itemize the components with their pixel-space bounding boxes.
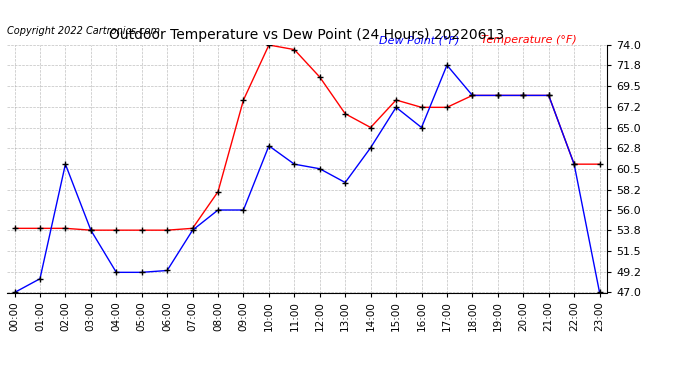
Text: Dew Point (°F): Dew Point (°F) [379, 35, 460, 45]
Title: Outdoor Temperature vs Dew Point (24 Hours) 20220613: Outdoor Temperature vs Dew Point (24 Hou… [110, 28, 504, 42]
Text: Copyright 2022 Cartronics.com: Copyright 2022 Cartronics.com [7, 26, 160, 36]
Text: Temperature (°F): Temperature (°F) [481, 35, 577, 45]
